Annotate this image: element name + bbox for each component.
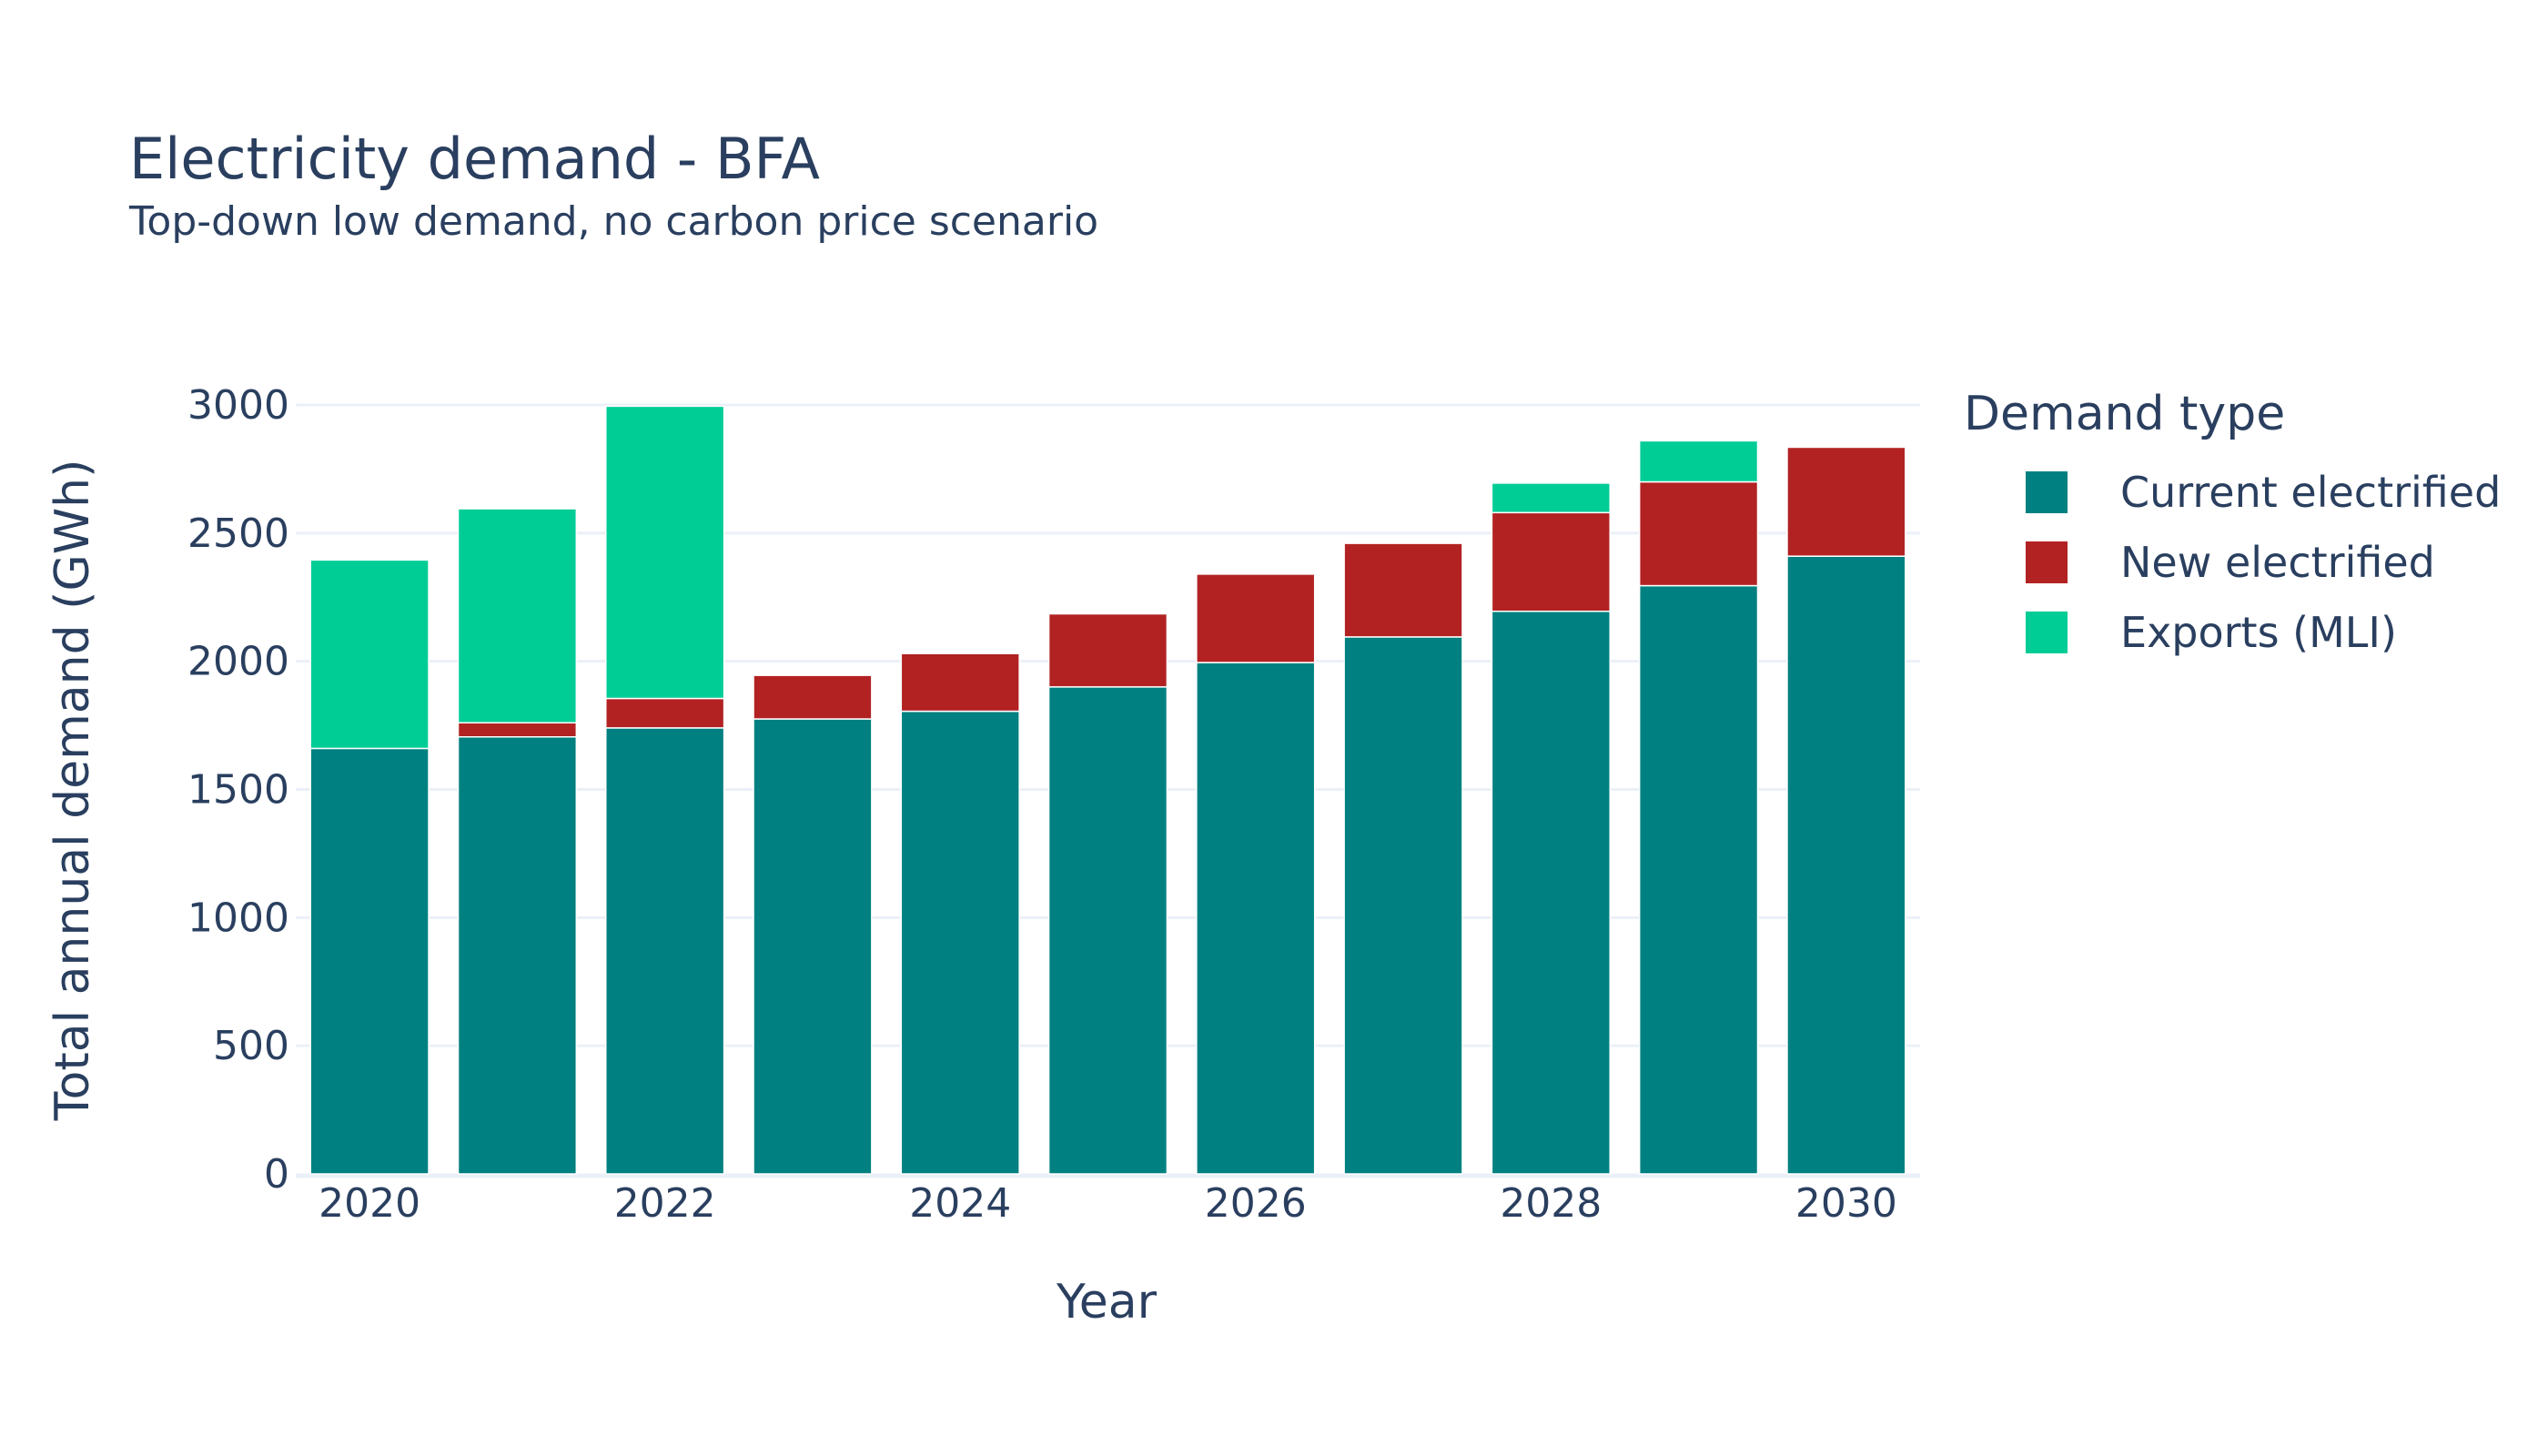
bar-new-electrified-2023[interactable] bbox=[753, 674, 873, 720]
bar-new-electrified-2021[interactable] bbox=[457, 722, 578, 738]
bar-current-electrified-2023[interactable] bbox=[753, 718, 873, 1175]
legend-item-exports-mli[interactable]: Exports (MLI) bbox=[2026, 608, 2397, 657]
legend-title: Demand type bbox=[1964, 387, 2285, 441]
bar-current-electrified-2020[interactable] bbox=[309, 747, 430, 1175]
x-tick-label: 2022 bbox=[614, 1180, 716, 1227]
y-tick-label: 500 bbox=[213, 1023, 289, 1069]
legend-label: New electrified bbox=[2120, 538, 2435, 587]
bar-current-electrified-2022[interactable] bbox=[605, 727, 725, 1175]
bar-exports-mli-2022[interactable] bbox=[605, 405, 725, 700]
legend-label: Current electrified bbox=[2120, 468, 2501, 517]
x-axis-ticks: 2020 2022 2024 2026 2028 2030 bbox=[318, 1180, 1897, 1227]
bar-exports-mli-2029[interactable] bbox=[1638, 440, 1759, 483]
bar-exports-mli-2020[interactable] bbox=[309, 559, 430, 750]
y-tick-label: 0 bbox=[264, 1151, 289, 1198]
legend-items[interactable]: Current electrified New electrified Export… bbox=[2026, 468, 2501, 657]
bar-new-electrified-2030[interactable] bbox=[1786, 446, 1906, 557]
bar-new-electrified-2029[interactable] bbox=[1638, 480, 1759, 587]
bar-current-electrified-2025[interactable] bbox=[1047, 686, 1168, 1175]
x-tick-label: 2028 bbox=[1500, 1180, 1602, 1227]
bar-current-electrified-2021[interactable] bbox=[457, 736, 578, 1175]
y-tick-label: 2500 bbox=[187, 511, 289, 557]
y-axis-title: Total annual demand (GWh) bbox=[46, 460, 100, 1122]
bar-exports-mli-2028[interactable] bbox=[1491, 482, 1611, 514]
bars bbox=[309, 405, 1906, 1175]
x-axis-title: Year bbox=[1056, 1275, 1158, 1330]
x-tick-label: 2020 bbox=[318, 1180, 420, 1227]
legend-label: Exports (MLI) bbox=[2120, 608, 2397, 657]
bar-new-electrified-2022[interactable] bbox=[605, 697, 725, 729]
legend-item-current-electrified[interactable]: Current electrified bbox=[2026, 468, 2501, 517]
legend-item-new-electrified[interactable]: New electrified bbox=[2026, 538, 2435, 587]
legend-swatch bbox=[2026, 612, 2068, 653]
y-tick-label: 2000 bbox=[187, 639, 289, 685]
y-tick-label: 3000 bbox=[187, 382, 289, 429]
legend[interactable]: Demand type Current electrified New elect… bbox=[1964, 387, 2501, 657]
x-tick-label: 2030 bbox=[1795, 1180, 1897, 1227]
bar-new-electrified-2024[interactable] bbox=[900, 652, 1020, 713]
bar-current-electrified-2030[interactable] bbox=[1786, 555, 1906, 1175]
bar-current-electrified-2029[interactable] bbox=[1638, 584, 1759, 1175]
bar-new-electrified-2027[interactable] bbox=[1343, 542, 1463, 638]
x-tick-label: 2024 bbox=[909, 1180, 1011, 1227]
bar-new-electrified-2025[interactable] bbox=[1047, 612, 1168, 688]
bar-new-electrified-2026[interactable] bbox=[1196, 573, 1316, 663]
bar-current-electrified-2026[interactable] bbox=[1196, 662, 1316, 1175]
bar-exports-mli-2021[interactable] bbox=[457, 508, 578, 724]
chart-title: Electricity demand - BFA bbox=[129, 126, 820, 192]
y-tick-label: 1500 bbox=[187, 767, 289, 814]
legend-swatch bbox=[2026, 471, 2068, 513]
legend-swatch bbox=[2026, 541, 2068, 583]
bar-current-electrified-2024[interactable] bbox=[900, 710, 1020, 1175]
bar-current-electrified-2027[interactable] bbox=[1343, 636, 1463, 1175]
y-tick-label: 1000 bbox=[187, 895, 289, 941]
bar-current-electrified-2028[interactable] bbox=[1491, 610, 1611, 1175]
bar-new-electrified-2028[interactable] bbox=[1491, 511, 1611, 612]
y-axis-ticks: 0 500 1000 1500 2000 2500 3000 bbox=[187, 382, 289, 1198]
x-tick-label: 2026 bbox=[1205, 1180, 1307, 1227]
chart-subtitle: Top-down low demand, no carbon price sce… bbox=[128, 198, 1098, 245]
